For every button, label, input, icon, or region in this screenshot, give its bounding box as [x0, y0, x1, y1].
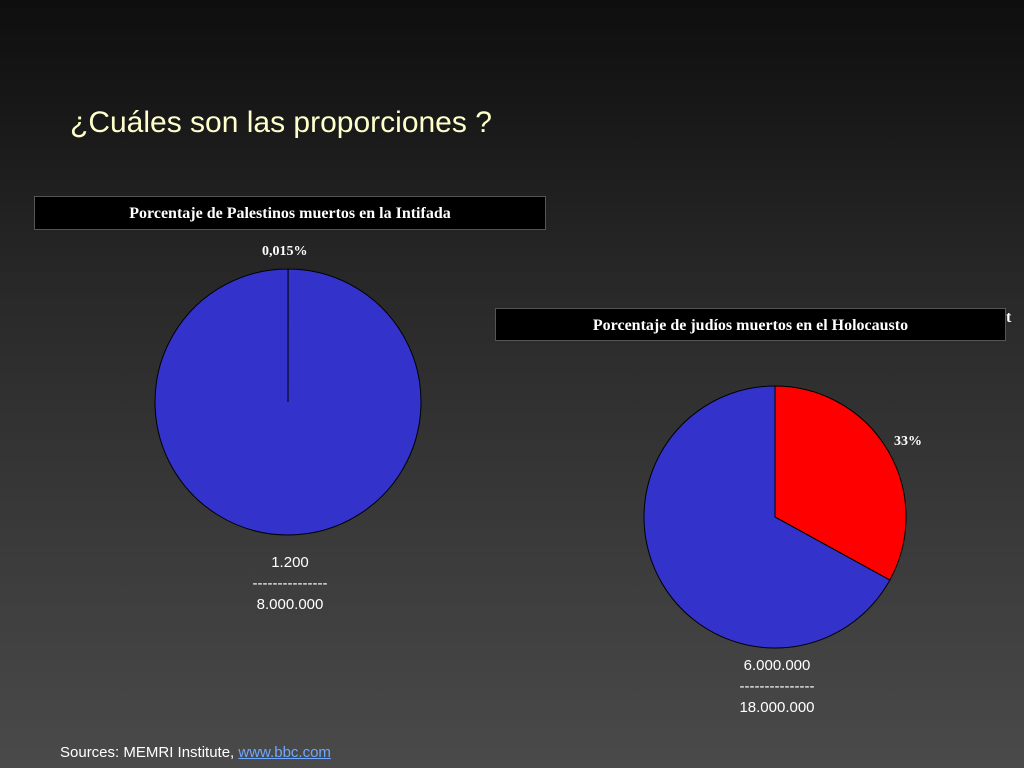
chart-1-fraction-denominator: 8.000.000: [256, 596, 324, 613]
chart-1-fraction: 1.200 --------------- 8.000.000: [230, 552, 350, 615]
chart-2-pie: [643, 385, 907, 649]
stray-text: t: [1006, 309, 1012, 326]
chart-1-fraction-numerator: 1.200: [271, 554, 309, 571]
bbc-link[interactable]: www.bbc.com: [238, 744, 331, 761]
chart-2-slice-2: [643, 385, 891, 649]
sources-note: Sources: MEMRI Institute, www.bbc.com: [60, 744, 331, 761]
chart-1-title: Porcentaje de Palestinos muertos en la I…: [34, 196, 546, 230]
chart-1-fraction-divider: ---------------: [252, 575, 328, 592]
chart-1-pie: [154, 268, 422, 536]
chart-1-slice-label: 0,015%: [262, 244, 308, 259]
chart-2-title: Porcentaje de judíos muertos en el Holoc…: [495, 308, 1006, 341]
slide-title: ¿Cuáles son las proporciones ?: [70, 106, 492, 139]
chart-2-slice-1: [774, 385, 907, 581]
chart-1-slice-2: [154, 268, 422, 536]
chart-2-fraction: 6.000.000 --------------- 18.000.000: [712, 655, 842, 718]
chart-2-slice-label: 33%: [894, 434, 922, 449]
chart-2-fraction-divider: ---------------: [739, 678, 815, 695]
chart-2-fraction-numerator: 6.000.000: [743, 657, 811, 674]
chart-2-fraction-denominator: 18.000.000: [739, 699, 815, 716]
sources-prefix: Sources: MEMRI Institute,: [60, 744, 239, 761]
